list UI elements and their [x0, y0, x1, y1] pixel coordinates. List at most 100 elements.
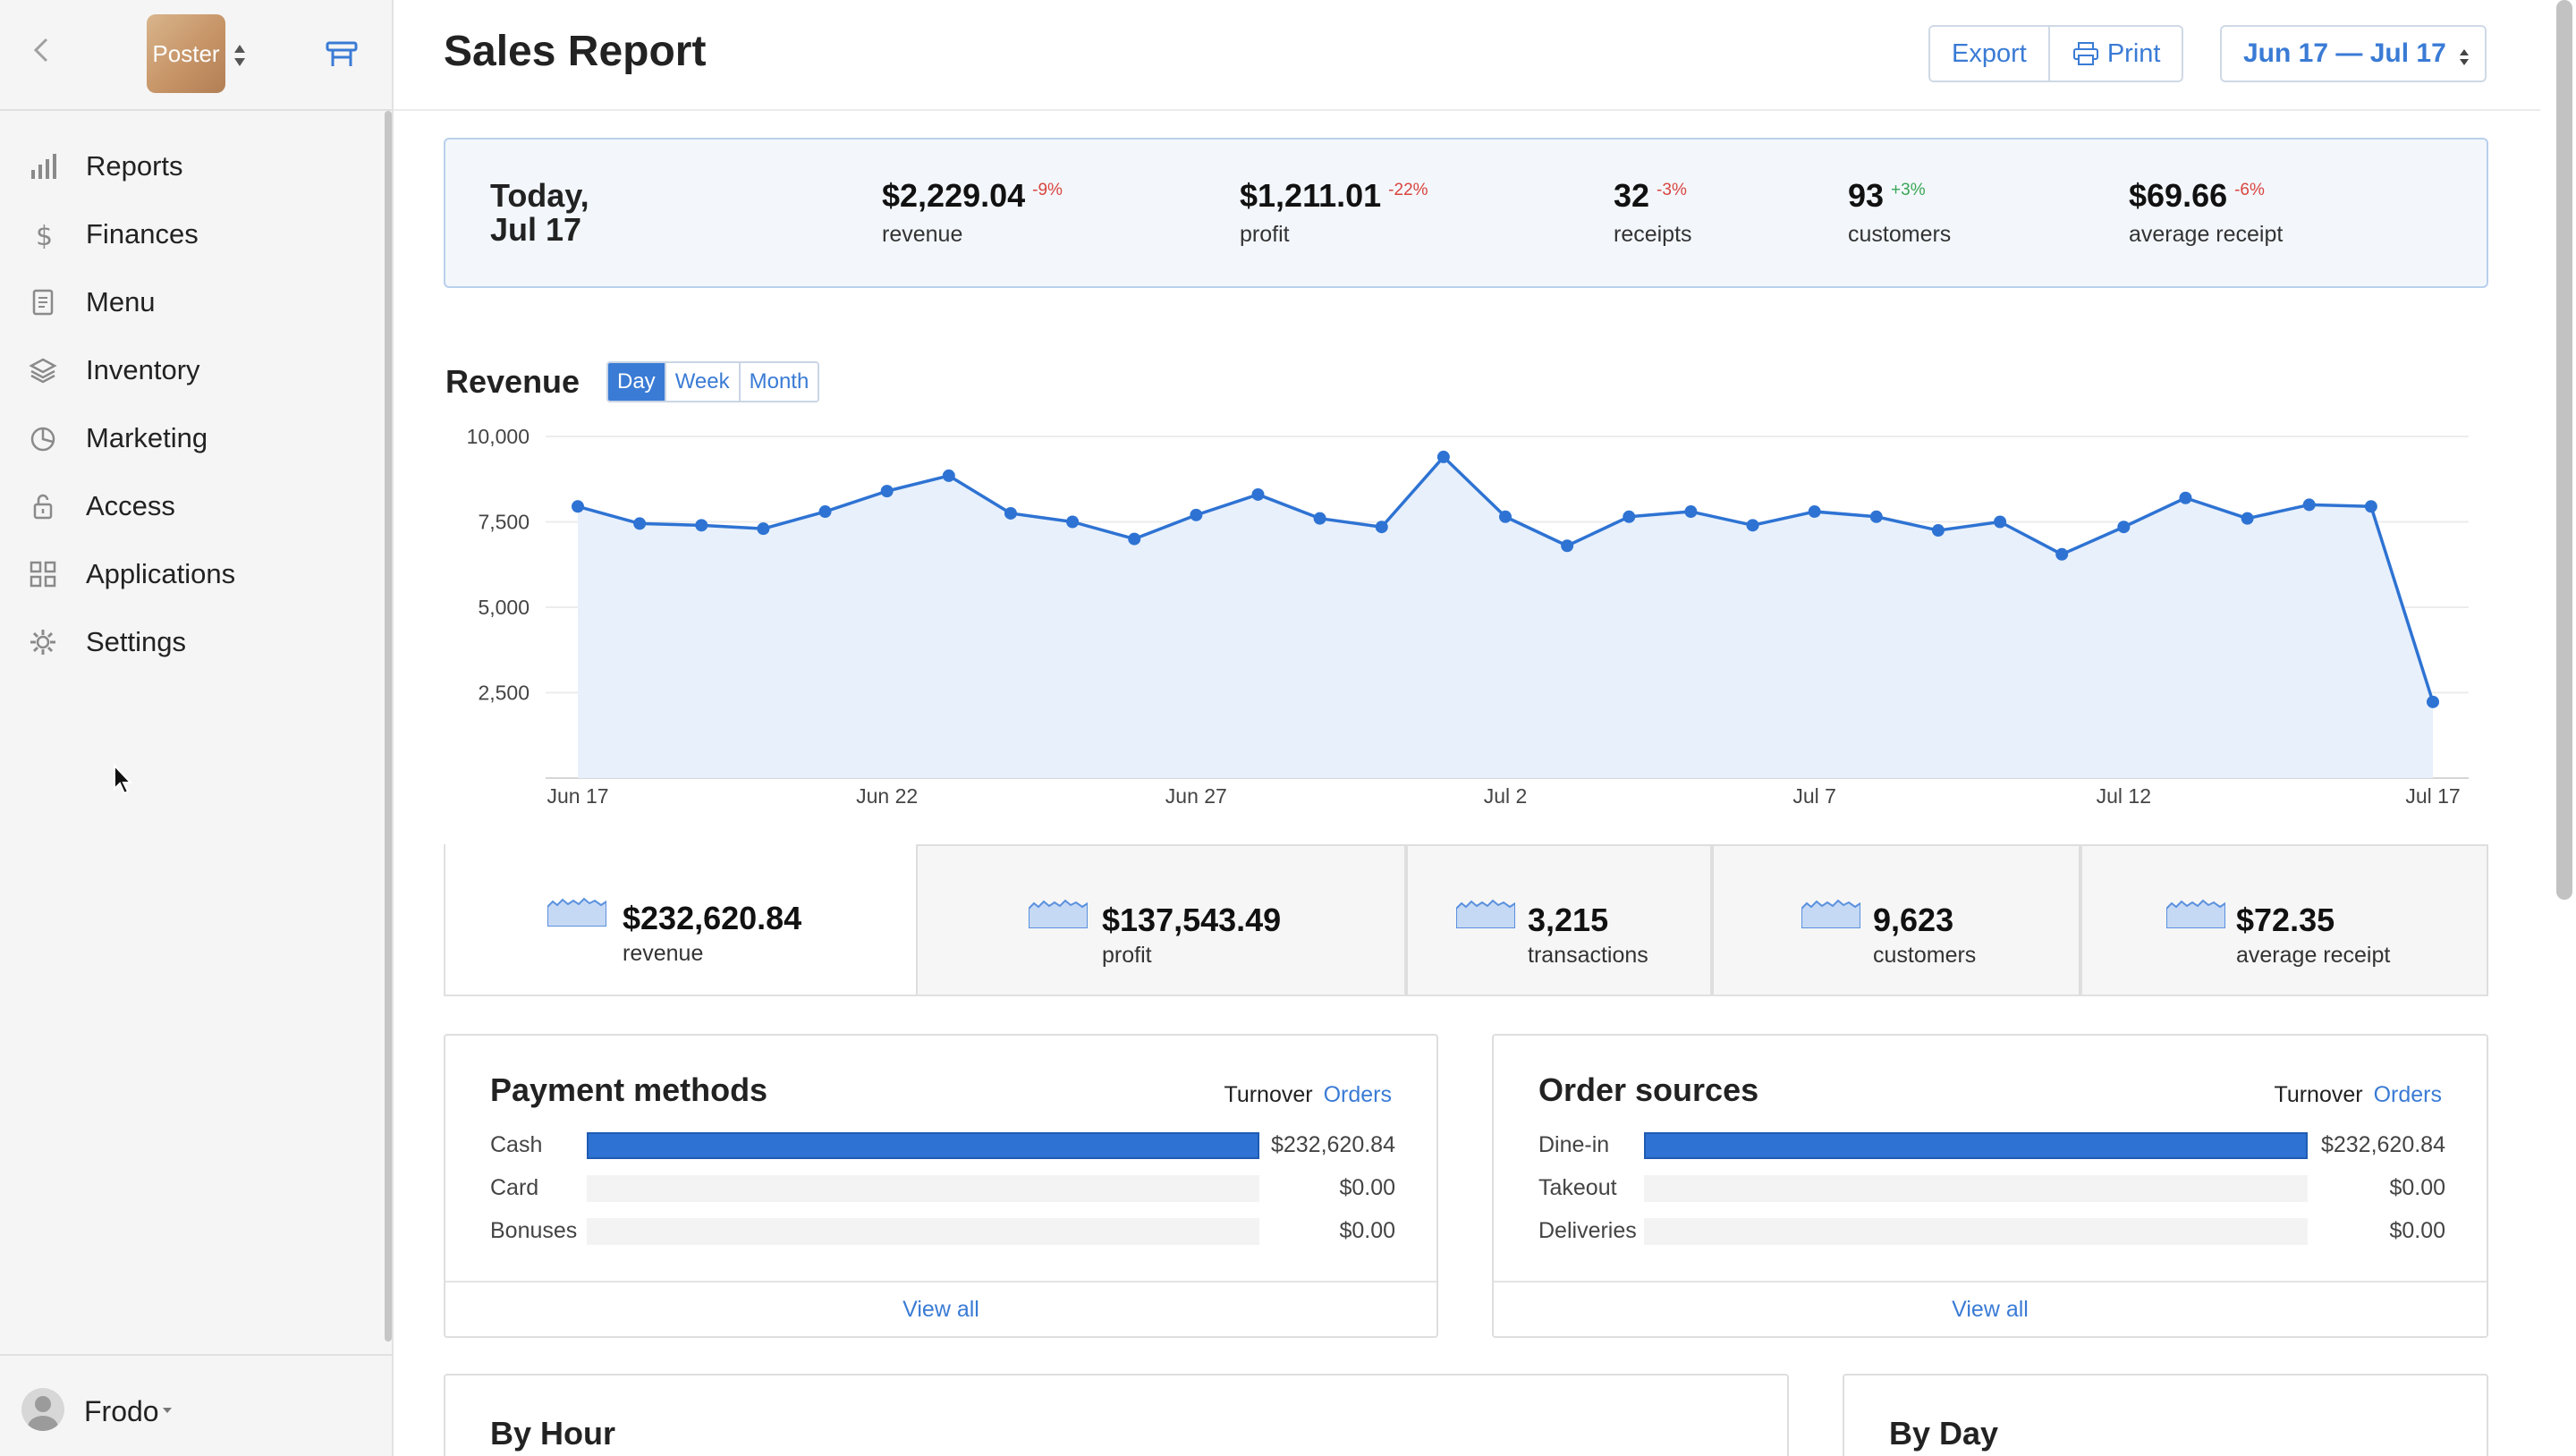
x-tick-label: Jun 17 [547, 784, 608, 808]
caret-down-icon[interactable] [163, 1408, 172, 1413]
stat-change: +3% [1891, 181, 1926, 199]
account-logo[interactable]: Poster [147, 14, 225, 93]
data-point [1623, 510, 1636, 523]
stat-value: $1,211.01 [1240, 177, 1382, 214]
stat-value: $2,229.04 [882, 177, 1026, 214]
sidebar-item-menu[interactable]: Menu [0, 268, 385, 336]
sidebar-item-marketing[interactable]: Marketing [0, 404, 385, 472]
svg-text:$: $ [36, 221, 53, 249]
x-tick-label: Jul 2 [1484, 784, 1528, 808]
sidebar-scrollbar[interactable] [385, 111, 392, 1342]
row-label: Takeout [1538, 1175, 1617, 1200]
toggle-turnover[interactable]: Turnover [1224, 1082, 1313, 1107]
card-title: Order sources [1538, 1071, 1759, 1108]
data-point [1994, 515, 2007, 529]
printer-icon [2072, 42, 2098, 65]
by-hour-card: By Hour [444, 1374, 1789, 1456]
print-button[interactable]: Print [2047, 27, 2182, 80]
data-point [1808, 505, 1821, 519]
account-switch-icon[interactable] [231, 39, 249, 72]
revenue-title: Revenue [445, 363, 580, 400]
stat-value: $69.66 [2129, 177, 2228, 214]
sidebar-item-settings[interactable]: Settings [0, 608, 385, 676]
y-tick-label: 5,000 [478, 596, 530, 619]
data-point [2179, 491, 2192, 504]
x-tick-label: Jun 22 [856, 784, 918, 808]
sidebar-item-inventory[interactable]: Inventory [0, 336, 385, 404]
revenue-chart: 2,500 5,000 7,500 10,000 Jun 17 Jun 22 Jun 27 J… [467, 425, 2469, 808]
total-average-receipt-tab[interactable]: $72.35 average receipt [2080, 844, 2488, 995]
row-value: $0.00 [1339, 1218, 1395, 1243]
avatar[interactable] [21, 1388, 64, 1431]
x-tick-label: Jul 17 [2405, 784, 2460, 808]
period-month-button[interactable]: Month [738, 363, 818, 401]
toggle-turnover[interactable]: Turnover [2274, 1082, 2363, 1107]
bar-track [1644, 1218, 2308, 1245]
sidebar-header: Poster [0, 0, 392, 111]
back-chevron-icon[interactable] [27, 34, 59, 66]
sidebar-item-label: Menu [86, 286, 156, 317]
lock-icon [29, 492, 57, 521]
export-button[interactable]: Export [1930, 27, 2048, 80]
sparkline-icon [1456, 899, 1515, 928]
grid-icon [29, 560, 57, 588]
total-revenue-tab[interactable]: $232,620.84 revenue [444, 844, 916, 995]
today-date-line1: Today, [490, 177, 589, 214]
row-label: Dine-in [1538, 1132, 1610, 1157]
total-transactions-tab[interactable]: 3,215 transactions [1406, 844, 1712, 995]
user-name[interactable]: Frodo [84, 1395, 159, 1427]
bar-track [1644, 1132, 2308, 1159]
row-value: $0.00 [2389, 1175, 2445, 1200]
date-range-picker[interactable]: Jun 17 — Jul 17 [2220, 25, 2487, 82]
data-point [2302, 498, 2316, 512]
toggle-orders[interactable]: Orders [2373, 1082, 2442, 1107]
main-scrollbar[interactable] [2556, 0, 2572, 900]
total-value: $232,620.84 [623, 900, 802, 936]
page-header: Sales Report Export Print Jun 17 — Jul 1… [394, 0, 2540, 111]
stat-label: profit [1240, 222, 1290, 247]
data-point [1869, 510, 1883, 523]
bar-track [587, 1132, 1259, 1159]
dollar-icon: $ [29, 220, 57, 252]
stat-change: -6% [2234, 181, 2265, 199]
today-summary: Today, Jul 17 $2,229.04 -9% revenue $1,21… [444, 138, 2488, 288]
sidebar: Poster Reports $ Finances Menu Inventory… [0, 0, 394, 1456]
data-point [1190, 508, 1203, 521]
data-point [2241, 512, 2254, 525]
stat-change: -22% [1388, 181, 1428, 199]
data-point [1066, 515, 1080, 529]
totals-strip: $232,620.84 revenue $137,543.49 profit 3… [444, 844, 2488, 996]
total-customers-tab[interactable]: 9,623 customers [1712, 844, 2080, 995]
view-all-link[interactable]: View all [445, 1281, 1436, 1336]
data-point [2364, 500, 2377, 513]
source-row-dine-in: Dine-in $232,620.84 [1538, 1132, 2445, 1159]
view-all-link[interactable]: View all [1494, 1281, 2487, 1336]
sidebar-item-finances[interactable]: $ Finances [0, 200, 385, 268]
toggle-orders[interactable]: Orders [1323, 1082, 1392, 1107]
period-week-button[interactable]: Week [664, 363, 739, 401]
data-point [880, 485, 894, 498]
period-toggle: Day Week Month [606, 361, 820, 402]
data-point [2427, 695, 2439, 708]
data-point [757, 522, 770, 536]
today-stat-profit: $1,211.01 -22% profit [1240, 177, 1428, 248]
total-label: revenue [623, 941, 704, 966]
bar-chart-icon [29, 152, 57, 181]
store-icon[interactable] [324, 38, 360, 70]
sparkline-icon [1801, 899, 1860, 928]
sidebar-item-access[interactable]: Access [0, 472, 385, 540]
sparkline-icon [2166, 899, 2225, 928]
sidebar-item-reports[interactable]: Reports [0, 132, 385, 200]
metric-toggle: Turnover Orders [1224, 1082, 1392, 1108]
data-point [1375, 521, 1388, 534]
period-day-button[interactable]: Day [608, 363, 665, 401]
data-point [1499, 510, 1512, 523]
total-profit-tab[interactable]: $137,543.49 profit [916, 844, 1406, 995]
total-label: profit [1102, 943, 1152, 968]
x-tick-label: Jun 27 [1165, 784, 1227, 808]
data-point [1746, 519, 1759, 532]
sidebar-item-applications[interactable]: Applications [0, 540, 385, 608]
sparkline-icon [1029, 899, 1088, 928]
bar-fill [587, 1132, 1259, 1159]
data-point [2055, 547, 2069, 561]
